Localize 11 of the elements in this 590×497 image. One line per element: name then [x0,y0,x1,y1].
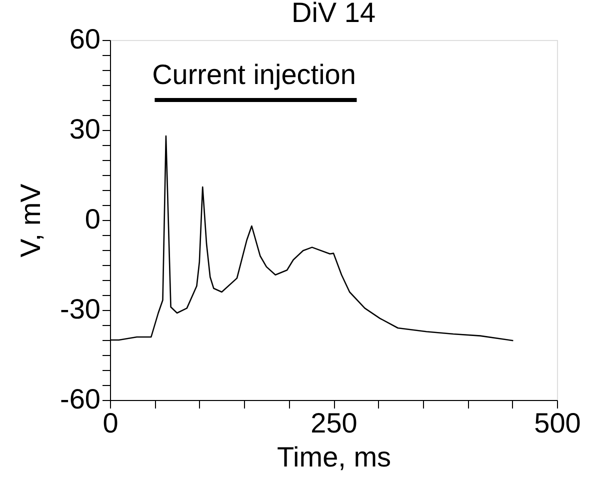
y-tick-label: 60 [69,24,100,54]
y-tick-label: -30 [60,294,100,324]
x-axis-title: Time, ms [276,442,392,472]
chart-title: DiV 14 [291,0,376,28]
y-tick-label: 0 [84,204,100,234]
y-tick-label: -60 [60,384,100,414]
y-axis-title: V, mV [15,183,46,258]
annotation: Current injection [152,59,356,90]
x-tick-label: 250 [310,408,358,438]
y-tick-label: 30 [69,114,100,144]
x-tick-label: 500 [534,408,581,438]
